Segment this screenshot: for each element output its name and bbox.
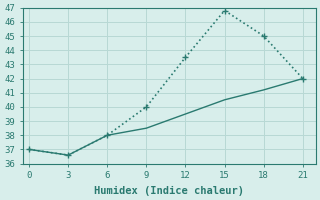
X-axis label: Humidex (Indice chaleur): Humidex (Indice chaleur) xyxy=(94,186,244,196)
